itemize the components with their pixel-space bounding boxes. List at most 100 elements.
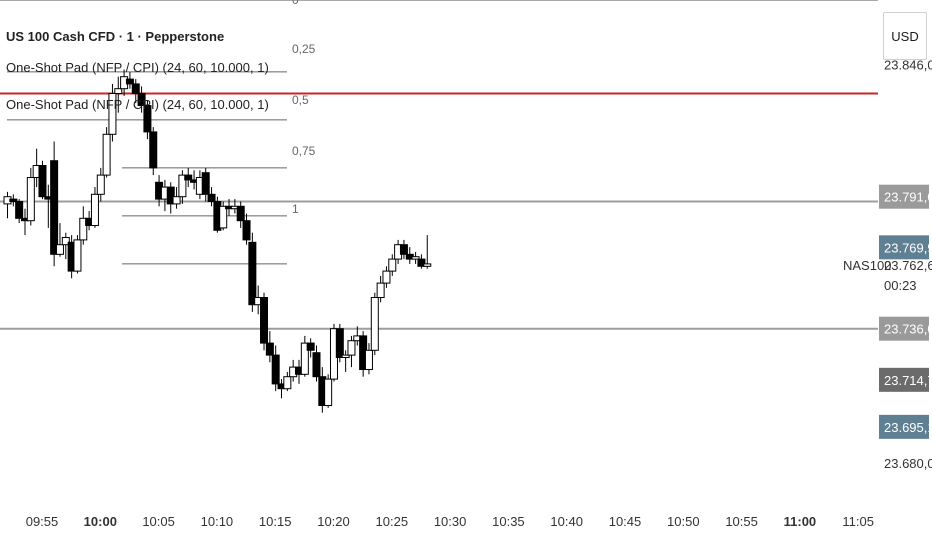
time-tick-14: 11:05: [842, 514, 874, 529]
candle-71: [417, 254, 426, 269]
countdown-label: 00:23: [884, 278, 917, 293]
candle-body-52: [306, 342, 315, 351]
candle-body-53: [312, 352, 321, 378]
candle-body-34: [201, 172, 210, 195]
candle-body-68: [399, 244, 408, 255]
time-tick-7: 10:30: [434, 514, 467, 529]
candle-body-71: [417, 258, 426, 267]
time-tick-8: 10:35: [492, 514, 525, 529]
candle-66: [388, 254, 397, 276]
candle-body-63: [370, 297, 379, 351]
candle-23: [137, 86, 146, 113]
candle-42: [248, 232, 257, 312]
candle-2: [15, 199, 24, 224]
candle-34: [201, 167, 210, 202]
fib-label-1: 0,25: [292, 42, 316, 56]
candle-body-44: [260, 297, 269, 344]
candle-31: [184, 167, 193, 188]
time-tick-1: 10:00: [84, 514, 117, 529]
symbol-title[interactable]: US 100 Cash CFD · 1 · Pepperstone: [6, 29, 225, 44]
candle-12: [73, 235, 82, 274]
candle-body-35: [207, 193, 216, 203]
candle-body-8: [50, 160, 59, 255]
candle-body-18: [108, 93, 117, 135]
candle-body-29: [172, 196, 181, 205]
candle-body-15: [90, 193, 99, 227]
candle-body-40: [236, 205, 245, 222]
candle-body-72: [423, 263, 432, 267]
time-tick-9: 10:40: [550, 514, 583, 529]
one-shot-pad-levels: 0 0,25 0,5 0,75 1: [7, 0, 316, 265]
candle-body-55: [324, 378, 333, 407]
time-tick-2: 10:05: [142, 514, 175, 529]
fib-label-4: 1: [292, 202, 299, 216]
price-axis: 23.846,0 23.791,0 23.769,9 23.762,6 23.736,0…: [843, 58, 932, 471]
candle-body-1: [9, 198, 18, 203]
time-tick-0: 09:55: [26, 514, 59, 529]
candle-6: [38, 160, 47, 200]
price-badge-bg-4: [879, 316, 929, 341]
fib-label-3: 0,75: [292, 144, 316, 158]
candle-48: [283, 371, 292, 392]
candle-body-57: [335, 328, 344, 359]
candle-44: [260, 292, 269, 351]
candle-45: [265, 331, 274, 363]
candle-body-51: [300, 342, 309, 375]
candle-17: [102, 127, 111, 178]
candle-46: [271, 345, 280, 392]
horizontal-levels: [0, 0, 878, 330]
candle-body-17: [102, 133, 111, 176]
price-label-7: 23.680,0: [884, 456, 932, 471]
indicator-legend-1[interactable]: One-Shot Pad (NFP / CPI) (24, 60, 10.000…: [6, 60, 269, 75]
candle-0: [3, 191, 12, 219]
candle-body-13: [79, 217, 88, 241]
candle-13: [79, 206, 88, 245]
indicator-legend-2[interactable]: One-Shot Pad (NFP / CPI) (24, 60, 10.000…: [6, 97, 269, 112]
candle-59: [347, 335, 356, 368]
candle-28: [166, 182, 175, 214]
candle-58: [341, 350, 350, 372]
candle-body-24: [143, 105, 152, 133]
candle-64: [376, 275, 385, 303]
candle-body-2: [15, 201, 24, 219]
candle-body-28: [166, 186, 175, 205]
price-label-3: 23.762,6: [884, 258, 932, 273]
candle-55: [324, 374, 333, 408]
time-tick-3: 10:10: [201, 514, 234, 529]
candle-body-42: [248, 241, 257, 306]
currency-button[interactable]: USD: [883, 12, 927, 60]
candle-body-23: [137, 93, 146, 106]
candle-body-9: [55, 244, 64, 255]
price-badge-bg-2: [879, 235, 929, 260]
time-tick-12: 10:55: [725, 514, 758, 529]
candle-10: [61, 232, 70, 260]
candle-body-41: [242, 220, 251, 241]
candle-21: [125, 71, 134, 89]
candle-body-65: [382, 270, 391, 284]
candle-body-16: [96, 174, 105, 195]
candles: [3, 69, 432, 413]
price-label-2: 23.769,9: [884, 240, 932, 255]
time-tick-5: 10:20: [317, 514, 350, 529]
candle-70: [411, 251, 420, 264]
price-badge-bg-5: [879, 367, 929, 392]
candle-body-4: [26, 177, 35, 222]
candle-65: [382, 266, 391, 288]
candle-19: [114, 76, 123, 113]
candle-30: [178, 170, 187, 204]
candle-18: [108, 83, 117, 142]
fib-label-2: 0,5: [292, 93, 309, 107]
candle-body-22: [131, 83, 140, 95]
candle-53: [312, 345, 321, 382]
candle-body-66: [388, 258, 397, 272]
candle-72: [423, 235, 432, 269]
price-label-1: 23.791,0: [884, 190, 932, 205]
candle-35: [207, 187, 216, 207]
candle-40: [236, 201, 245, 228]
candle-body-21: [125, 78, 134, 85]
price-label-5: 23.714,7: [884, 373, 932, 388]
candle-25: [149, 127, 158, 176]
candle-16: [96, 167, 105, 202]
candle-57: [335, 323, 344, 363]
